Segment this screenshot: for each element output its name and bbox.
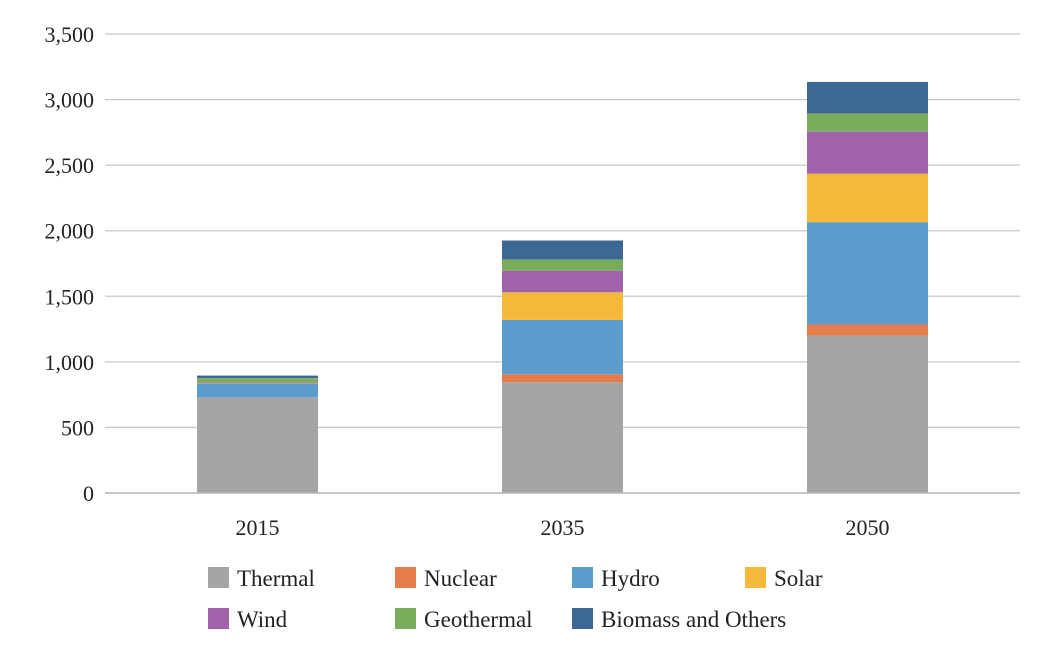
legend-label: Thermal <box>237 566 315 591</box>
x-tick-label: 2050 <box>846 515 890 540</box>
bar-segment-hydro-2035 <box>502 319 623 375</box>
x-tick-label: 2035 <box>541 515 585 540</box>
legend-item-geothermal: Geothermal <box>395 607 533 632</box>
y-tick-label: 3,500 <box>45 22 95 47</box>
x-axis: 2015 2035 2050 <box>105 492 1020 540</box>
legend-swatch <box>208 567 229 588</box>
bar-segment-geothermal-2035 <box>502 259 623 271</box>
y-tick-label: 1,000 <box>45 350 95 375</box>
legend-label: Nuclear <box>424 566 497 591</box>
bar-segment-wind-2050 <box>807 131 928 174</box>
bar-segment-biomass-and-others-2015 <box>197 375 318 379</box>
bar-segment-hydro-2050 <box>807 222 928 325</box>
legend-item-hydro: Hydro <box>572 566 660 591</box>
legend-label: Hydro <box>601 566 660 591</box>
legend-swatch <box>572 567 593 588</box>
legend-label: Biomass and Others <box>601 607 786 632</box>
bar-segment-solar-2035 <box>502 292 623 320</box>
bar-segment-biomass-and-others-2050 <box>807 81 928 114</box>
bar-segment-nuclear-2035 <box>502 374 623 383</box>
y-tick-label: 500 <box>61 415 94 440</box>
x-tick-label: 2015 <box>236 515 280 540</box>
legend-label: Solar <box>774 566 823 591</box>
bar-segment-wind-2015 <box>197 382 318 383</box>
y-axis-ticks: 0 500 1,000 1,500 2,000 2,500 3,000 3,500 <box>45 22 95 506</box>
bar-segment-solar-2050 <box>807 173 928 223</box>
bars <box>197 81 928 493</box>
legend-swatch <box>395 567 416 588</box>
bar-segment-thermal-2035 <box>502 382 623 493</box>
legend-item-nuclear: Nuclear <box>395 566 497 591</box>
y-tick-label: 3,000 <box>45 88 95 113</box>
legend-label: Wind <box>237 607 288 632</box>
bar-segment-thermal-2050 <box>807 335 928 493</box>
legend-item-solar: Solar <box>745 566 823 591</box>
y-tick-label: 1,500 <box>45 284 95 309</box>
legend-swatch <box>745 567 766 588</box>
bar-segment-geothermal-2015 <box>197 378 318 383</box>
bar-segment-nuclear-2050 <box>807 324 928 336</box>
legend-swatch <box>572 608 593 629</box>
legend-item-wind: Wind <box>208 607 288 632</box>
bar-segment-geothermal-2050 <box>807 113 928 132</box>
y-tick-label: 0 <box>83 481 94 506</box>
y-tick-label: 2,000 <box>45 219 95 244</box>
legend-swatch <box>208 608 229 629</box>
y-tick-label: 2,500 <box>45 153 95 178</box>
legend-item-biomass-and-others: Biomass and Others <box>572 607 786 632</box>
legend-label: Geothermal <box>424 607 533 632</box>
bar-segment-solar-2015 <box>197 382 318 384</box>
legend: Thermal Nuclear Hydro Solar Wind Geothermal Bi… <box>208 566 823 632</box>
bar-segment-hydro-2015 <box>197 383 318 398</box>
legend-swatch <box>395 608 416 629</box>
bar-segment-biomass-and-others-2035 <box>502 240 623 260</box>
legend-item-thermal: Thermal <box>208 566 315 591</box>
bar-segment-thermal-2015 <box>197 397 318 493</box>
bar-segment-wind-2035 <box>502 270 623 293</box>
